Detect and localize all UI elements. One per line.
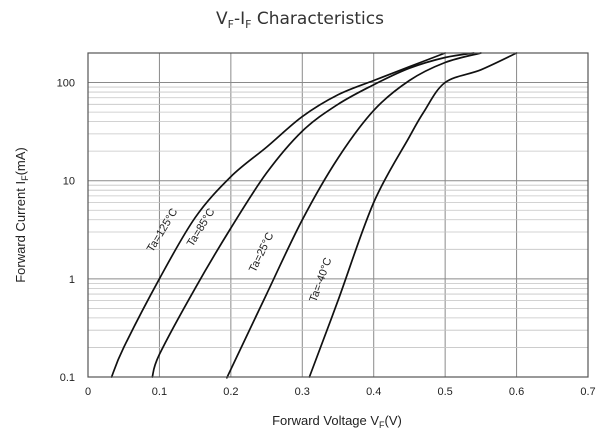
series-line-ta-125-c bbox=[110, 52, 446, 378]
y-axis-label: Forward Current IF(mA) bbox=[13, 147, 30, 283]
x-axis-label: Forward Voltage VF(V) bbox=[272, 413, 402, 430]
x-tick-label: 0.1 bbox=[152, 386, 167, 398]
grid bbox=[88, 52, 588, 378]
series-line-ta-85-c bbox=[151, 52, 475, 378]
x-tick-label: 0.5 bbox=[437, 386, 452, 398]
x-tick-label: 0.7 bbox=[580, 386, 595, 398]
x-tick-label: 0.2 bbox=[223, 386, 238, 398]
x-tick-label: 0.3 bbox=[295, 386, 310, 398]
series-line-ta-40-c bbox=[308, 52, 518, 378]
y-tick-label: 10 bbox=[63, 176, 75, 188]
chart-title: VF-IF Characteristics bbox=[216, 9, 384, 31]
x-tick-label: 0.4 bbox=[366, 386, 381, 398]
x-tick-label: 0 bbox=[85, 386, 91, 398]
y-tick-label: 100 bbox=[57, 78, 75, 90]
series-line-ta-25-c bbox=[226, 52, 482, 379]
plot-border bbox=[87, 52, 589, 378]
series-curves bbox=[110, 52, 518, 379]
y-tick-label: 1 bbox=[69, 274, 75, 286]
x-tick-label: 0.6 bbox=[509, 386, 524, 398]
y-tick-label: 0.1 bbox=[60, 372, 75, 384]
tick-labels: 0 0.1 0.2 0.3 0.4 0.5 0.6 0.7 0.1 1 10 100 bbox=[57, 78, 596, 398]
